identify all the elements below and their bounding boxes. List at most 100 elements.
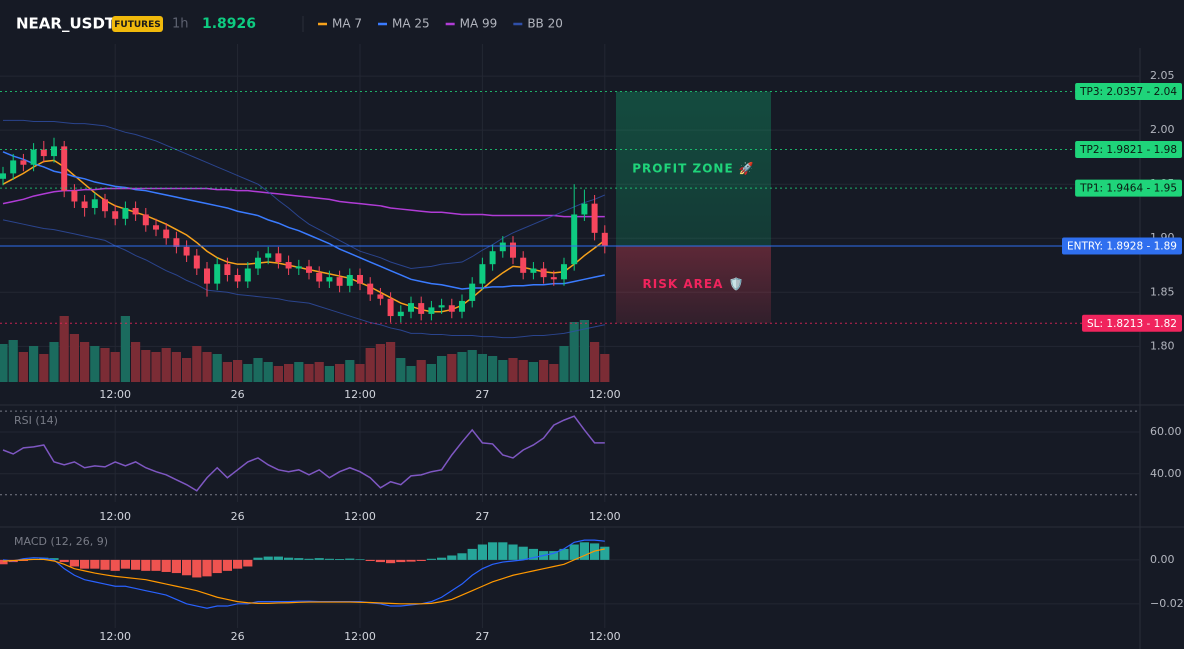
volume-bar [508, 358, 518, 382]
y-tick-label: 2.05 [1150, 69, 1175, 82]
y-tick-label: 40.00 [1150, 467, 1182, 480]
macd-histogram [498, 542, 508, 560]
candle-body [30, 149, 37, 165]
macd-histogram [131, 559, 141, 570]
candle-body [357, 274, 363, 284]
candle-body [295, 266, 302, 269]
candle-body [540, 268, 547, 278]
macd-histogram [600, 546, 610, 560]
macd-histogram [569, 544, 579, 560]
candle-body [489, 251, 496, 265]
candle-body [10, 160, 17, 174]
volume-bar [304, 364, 314, 382]
volume-bar [29, 346, 39, 382]
candle-body [367, 283, 374, 295]
macd-histogram [477, 544, 487, 560]
zone [616, 246, 771, 324]
legend-label: MA 99 [460, 17, 498, 31]
volume-bar [569, 322, 579, 382]
macd-histogram [528, 548, 538, 560]
macd-histogram [416, 559, 426, 561]
volume-bar [335, 364, 345, 382]
header: NEAR_USDT FUTURES 1h 1.8926 MA 7 MA 25 MA … [16, 15, 563, 33]
level-label: TP1: 1.9464 - 1.95 [1079, 183, 1177, 195]
volume-bar [90, 346, 100, 382]
volume-bar [233, 360, 243, 382]
last-price: 1.8926 [202, 16, 256, 32]
volume-bar [100, 348, 110, 382]
macd-histogram [192, 559, 202, 578]
macd-histogram [263, 556, 273, 560]
volume-bar [467, 350, 477, 382]
macd-histogram [457, 553, 467, 560]
x-tick-label: 12:00 [99, 388, 131, 401]
candle-body [377, 294, 384, 299]
volume-bar [59, 316, 69, 382]
candle-body [255, 257, 261, 269]
volume-bar [518, 360, 528, 382]
macd-histogram [253, 557, 263, 560]
volume-bar [69, 334, 79, 382]
macd-histogram [151, 559, 161, 571]
candle-body [581, 203, 588, 215]
x-tick-label: 12:00 [99, 510, 131, 523]
volume-bar [528, 362, 538, 382]
x-tick-label: 27 [475, 630, 489, 643]
legend-label: MA 25 [392, 17, 430, 31]
volume-bar [386, 342, 396, 382]
y-tick-label: 1.85 [1150, 285, 1175, 298]
candle-body [61, 146, 68, 191]
volume-bar [110, 352, 120, 382]
volume-bar [8, 340, 18, 382]
candle-body [285, 262, 292, 269]
candle-body [224, 264, 231, 275]
candle-body [448, 305, 455, 312]
volume-bar [263, 362, 273, 382]
macd-histogram [324, 558, 334, 560]
candle-body [173, 238, 180, 247]
candle-body [214, 264, 221, 284]
volume-bar [355, 364, 365, 382]
candle-body [122, 207, 129, 219]
candle-body [0, 173, 6, 179]
candle-body [91, 199, 98, 208]
volume-bar [253, 358, 263, 382]
candle-body [306, 266, 312, 273]
candle-body [459, 300, 465, 312]
volume-bar [131, 342, 141, 382]
volume-bar [141, 350, 151, 382]
volume-bar [0, 344, 8, 382]
symbol: NEAR_USDT [16, 15, 116, 33]
candle-body [153, 225, 159, 230]
volume-bar [590, 342, 600, 382]
candle-body [183, 246, 190, 256]
macd-histogram [243, 559, 253, 567]
x-tick-label: 12:00 [589, 630, 621, 643]
x-tick-label: 26 [231, 388, 245, 401]
macd-histogram [39, 557, 49, 560]
macd-histogram [233, 559, 243, 569]
volume-bar [477, 354, 487, 382]
macd-histogram [182, 559, 192, 576]
macd-histogram [212, 559, 222, 574]
candle-body [550, 277, 557, 280]
candle-body [102, 199, 108, 212]
macd-histogram [549, 551, 559, 560]
y-tick-label: −0.02 [1150, 597, 1184, 610]
macd-histogram [304, 558, 314, 560]
volume-bar [243, 364, 253, 382]
volume-bar [539, 360, 549, 382]
macd-histogram [375, 559, 385, 563]
volume-bar [192, 346, 202, 382]
volume-bar [202, 352, 212, 382]
macd-histogram [314, 558, 324, 560]
candle-body [387, 298, 394, 317]
candle-body [71, 190, 78, 202]
volume-bar [39, 354, 49, 382]
zone-label: PROFIT ZONE 🚀 [632, 161, 755, 175]
candle-body [520, 257, 527, 273]
y-tick-label: 60.00 [1150, 425, 1182, 438]
macd-histogram [0, 559, 8, 565]
macd-histogram [355, 559, 365, 560]
volume-bar [161, 348, 171, 382]
